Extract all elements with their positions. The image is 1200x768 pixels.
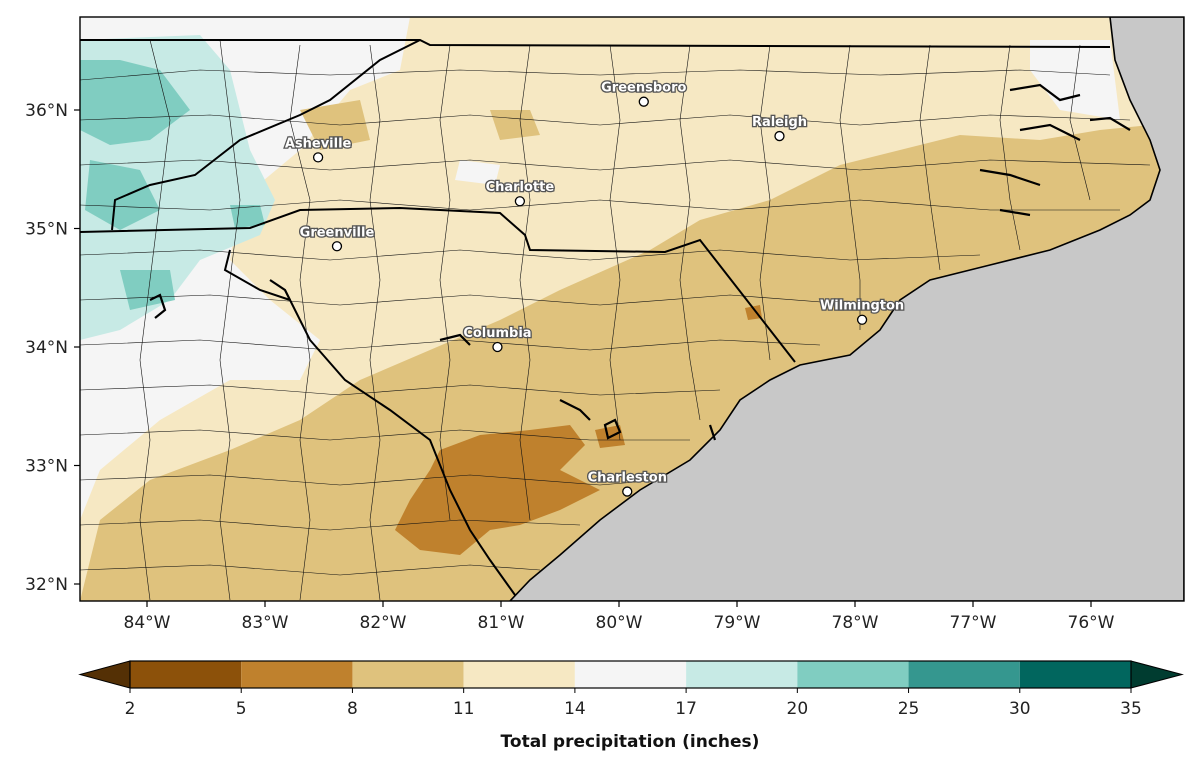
latitude-axis: 36°N 35°N 34°N 33°N 32°N [25, 101, 80, 595]
colorbar-segment [908, 661, 1020, 688]
colorbar-tick-label: 30 [1009, 699, 1031, 719]
colorbar-under-arrow [78, 660, 131, 689]
city-marker [638, 96, 649, 107]
colorbar-tick-label: 2 [125, 699, 136, 719]
tn-nc-border [111, 39, 421, 231]
city-marker [331, 241, 343, 252]
map-frame [79, 16, 1185, 602]
sc-ga-border [223, 249, 516, 596]
colorbar-segment [1019, 661, 1131, 688]
colorbar-tick-label: 8 [347, 699, 358, 719]
colorbar-segment [463, 661, 575, 688]
lon-tick-label: 76°W [1068, 613, 1115, 633]
city-label: Raleigh [752, 115, 807, 130]
lat-tick-label: 34°N [25, 338, 68, 358]
lat-tick-label: 36°N [25, 101, 68, 121]
city-markers: Greensboro Raleigh Asheville Charlotte Green… [284, 79, 905, 497]
lon-tick-label: 84°W [124, 613, 171, 633]
city-label: Asheville [285, 136, 352, 151]
lon-tick-label: 79°W [714, 613, 761, 633]
county-boundaries [80, 39, 1151, 601]
colorbar-tick-label: 20 [787, 699, 809, 719]
precip-zone-14-17-cl [455, 160, 500, 185]
precip-zone-14-17-ne [1030, 40, 1120, 120]
city-label: Wilmington [820, 299, 904, 314]
city-marker [492, 341, 503, 353]
colorbar-segment [352, 661, 464, 688]
colorbar-segment [797, 661, 909, 688]
city-label: Greensboro [601, 81, 686, 96]
lon-tick-label: 82°W [360, 613, 407, 633]
colorbar-segment [241, 661, 353, 688]
colorbar: 2 5 8 11 14 17 20 25 30 35 [78, 660, 1184, 719]
city-label: Charlotte [486, 180, 555, 195]
lon-tick-label: 81°W [478, 613, 525, 633]
colorbar-tick-label: 14 [564, 699, 586, 719]
precip-zone-8-11-piedmont [300, 100, 540, 480]
colorbar-segment [130, 661, 242, 688]
map-area [80, 17, 1184, 601]
city-label: Charleston [588, 471, 667, 486]
lon-tick-label: 80°W [596, 613, 643, 633]
precip-zone-20-25 [80, 60, 265, 310]
city-marker [514, 196, 526, 207]
lat-tick-label: 35°N [25, 220, 68, 240]
va-nc-border [80, 39, 1111, 48]
state-boundaries [80, 39, 1111, 596]
longitude-axis: 84°W 83°W 82°W 81°W 80°W 79°W 78°W 77°W 76°W [124, 601, 1115, 633]
city-label: Columbia [463, 326, 531, 341]
city-marker [312, 152, 324, 163]
ocean [508, 17, 1184, 601]
colorbar-tick-label: 17 [675, 699, 697, 719]
lat-tick-label: 32°N [25, 575, 68, 595]
lon-tick-label: 83°W [242, 613, 289, 633]
precip-zone-5-8 [395, 425, 600, 555]
nc-sc-ga-border [80, 206, 796, 363]
colorbar-title: Total precipitation (inches) [501, 732, 760, 752]
city-marker [774, 130, 785, 142]
colorbar-tick-label: 25 [898, 699, 920, 719]
lat-tick-label: 33°N [25, 457, 68, 477]
lon-tick-label: 78°W [832, 613, 879, 633]
colorbar-tick-label: 5 [236, 699, 247, 719]
lon-tick-label: 77°W [950, 613, 997, 633]
colorbar-frame [129, 660, 1132, 689]
colorbar-tick-label: 35 [1120, 699, 1142, 719]
city-marker [622, 486, 633, 497]
city-label: Greenville [300, 225, 375, 240]
rivers-lakes [149, 83, 1131, 441]
colorbar-segment [574, 661, 687, 688]
colorbar-tick-label: 11 [453, 699, 475, 719]
colorbar-over-arrow [1130, 660, 1184, 689]
colorbar-segment [686, 661, 798, 688]
city-marker [856, 314, 868, 325]
